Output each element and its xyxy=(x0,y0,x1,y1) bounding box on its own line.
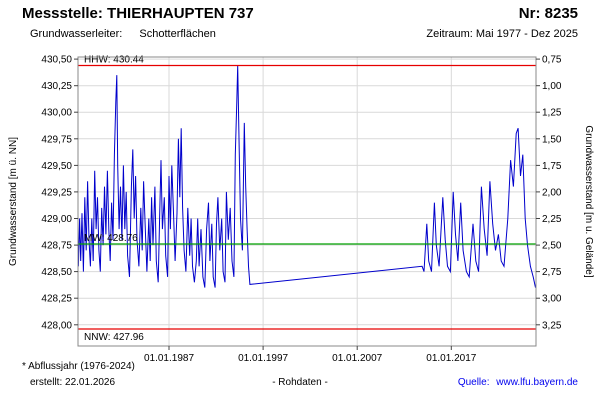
y-tick-label-left: 430,00 xyxy=(41,108,72,119)
station-number: Nr: 8235 xyxy=(518,5,578,22)
created-date: erstellt: 22.01.2026 xyxy=(30,377,116,388)
source-line: Quelle: www.lfu.bayern.de xyxy=(458,377,578,388)
y-axis-title-right: Grundwasserstand [m u. Gelände] xyxy=(583,125,594,278)
x-tick-label: 01.01.2017 xyxy=(426,353,476,364)
y-tick-label-right: 0,75 xyxy=(542,55,562,66)
data-type-label: - Rohdaten - xyxy=(272,377,328,388)
y-tick-label-left: 429,25 xyxy=(41,187,72,198)
aquifer-value: Schotterflächen xyxy=(139,28,216,40)
station-title: Messstelle: THIERHAUPTEN 737 xyxy=(22,5,254,22)
y-tick-label-right: 2,00 xyxy=(542,187,562,198)
period-label: Zeitraum: Mai 1977 - Dez 2025 xyxy=(426,28,578,40)
y-tick-label-right: 1,75 xyxy=(542,161,562,172)
x-tick-label: 01.01.1987 xyxy=(144,353,194,364)
y-tick-label-right: 2,50 xyxy=(542,241,562,252)
header-row-2: Grundwasserleiter: Schotterflächen Zeitr… xyxy=(30,28,578,40)
x-tick-label: 01.01.1997 xyxy=(238,353,288,364)
y-tick-label-left: 429,00 xyxy=(41,214,72,225)
nnw-label: NNW: 427.96 xyxy=(84,332,144,343)
y-tick-label-left: 429,50 xyxy=(41,161,72,172)
y-tick-label-left: 428,75 xyxy=(41,241,72,252)
y-tick-label-left: 428,00 xyxy=(41,320,72,331)
x-tick-label: 01.01.2007 xyxy=(332,353,382,364)
source-label: Quelle: xyxy=(457,377,490,388)
y-axis-title-left: Grundwasserstand [m ü. NN] xyxy=(8,137,19,266)
footnote-abflussjahr: * Abflussjahr (1976-2024) xyxy=(22,361,135,372)
y-tick-label-left: 428,25 xyxy=(41,294,72,305)
groundwater-line xyxy=(77,65,536,288)
aquifer-group: Grundwasserleiter: Schotterflächen xyxy=(30,28,216,40)
y-tick-label-right: 2,75 xyxy=(542,267,562,278)
y-tick-label-left: 428,50 xyxy=(41,267,72,278)
y-tick-label-right: 3,25 xyxy=(542,320,562,331)
source-link[interactable]: www.lfu.bayern.de xyxy=(496,377,578,388)
y-tick-label-left: 429,75 xyxy=(41,134,72,145)
aquifer-label: Grundwasserleiter: xyxy=(30,28,123,40)
y-tick-label-right: 1,00 xyxy=(542,81,562,92)
mw-label: MW: 428.76 xyxy=(84,233,138,244)
y-tick-label-left: 430,50 xyxy=(41,55,72,66)
y-tick-label-right: 3,00 xyxy=(542,294,562,305)
y-tick-label-right: 2,25 xyxy=(542,214,562,225)
y-tick-label-left: 430,25 xyxy=(41,81,72,92)
hhw-label: HHW: 430.44 xyxy=(84,55,144,66)
plot-border xyxy=(77,56,537,347)
header-row-1: Messstelle: THIERHAUPTEN 737 Nr: 8235 xyxy=(22,5,578,22)
y-tick-label-right: 1,25 xyxy=(542,108,562,119)
y-tick-label-right: 1,50 xyxy=(542,134,562,145)
